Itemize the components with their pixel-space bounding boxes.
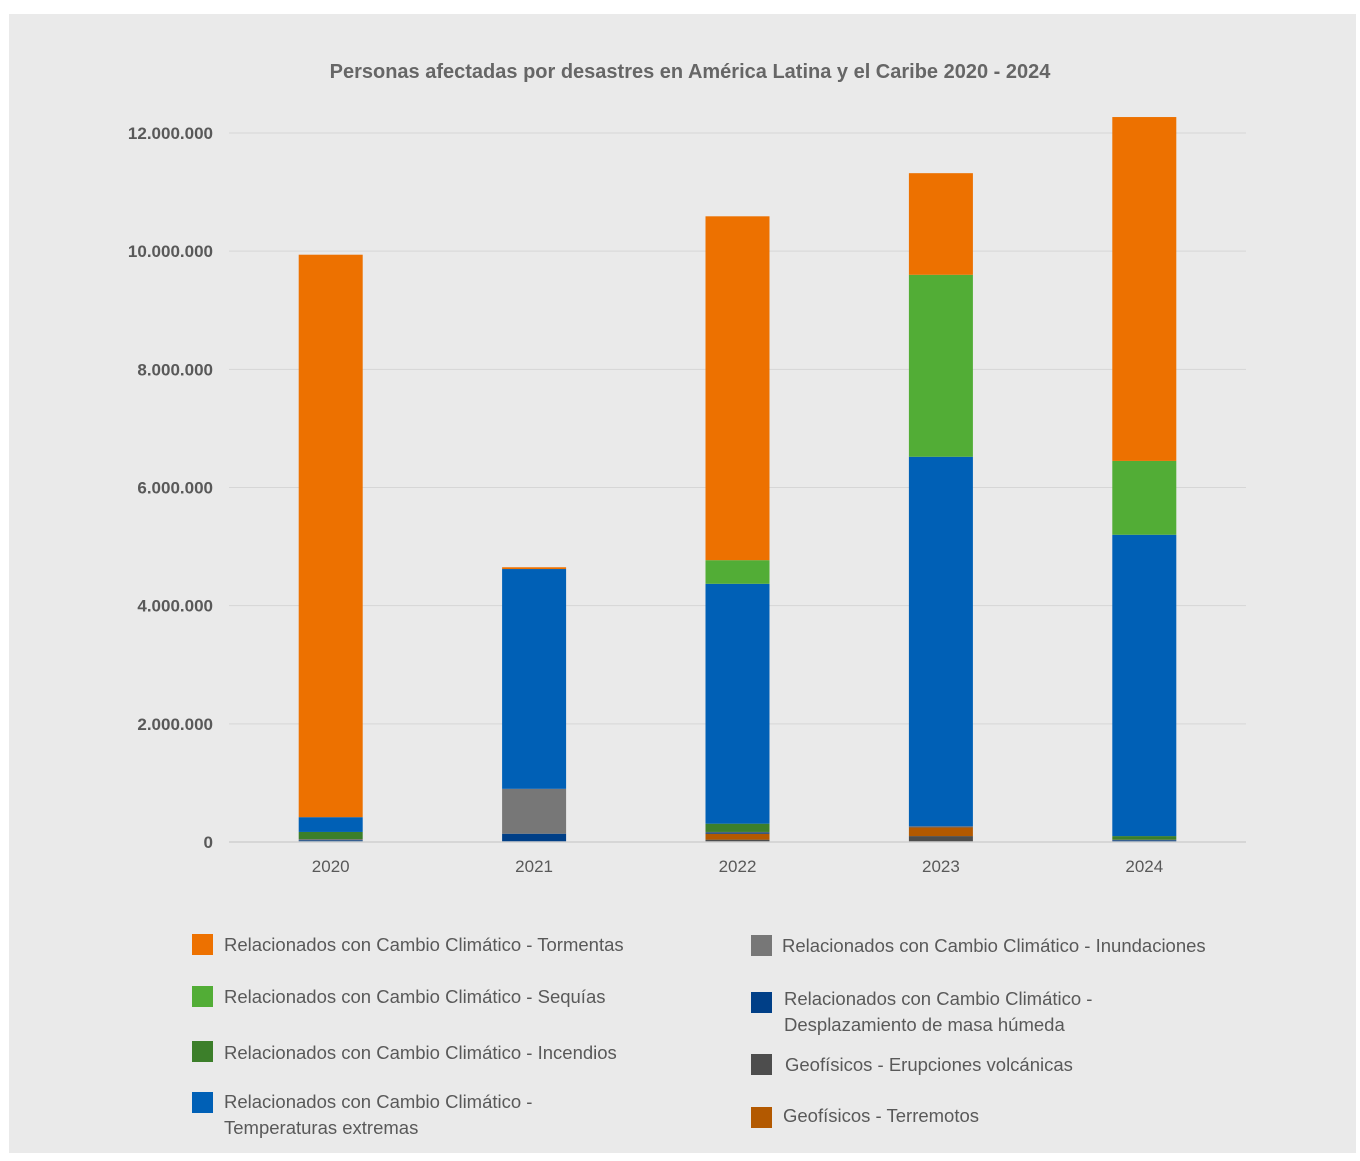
bar-segment	[1112, 840, 1177, 842]
x-tick-label: 2022	[719, 857, 757, 876]
y-tick-label: 6.000.000	[137, 479, 213, 498]
bar-segment	[1112, 117, 1177, 461]
bar-segment	[298, 831, 363, 840]
x-tick-label: 2021	[515, 857, 553, 876]
bar-segment	[705, 832, 770, 834]
bar-segment	[908, 274, 973, 457]
bar-segment	[908, 836, 973, 842]
legend-swatch-terremotos	[751, 1107, 772, 1128]
legend-label-erupciones: Geofísicos - Erupciones volcánicas	[785, 1054, 1073, 1075]
bar-segment	[298, 817, 363, 832]
chart-title: Personas afectadas por desastres en Amér…	[330, 61, 1052, 83]
legend-swatch-tormentas	[192, 934, 213, 955]
y-axis-ticks: 0 2.000.000 4.000.000 6.000.000 8.000.000 10.…	[128, 124, 213, 852]
y-tick-label: 8.000.000	[137, 360, 213, 379]
chart-svg: Personas afectadas por desastres en Amér…	[128, 61, 1246, 1138]
bar-segment	[1112, 460, 1177, 535]
legend-swatch-inundaciones	[751, 935, 772, 956]
bar-segment	[1112, 534, 1177, 837]
bar-segment	[705, 823, 770, 832]
y-tick-label: 4.000.000	[137, 597, 213, 616]
legend-label-temperaturas-line1: Relacionados con Cambio Climático -	[224, 1091, 532, 1112]
legend-label-temperaturas-line2: Temperaturas extremas	[224, 1117, 418, 1138]
legend-swatch-incendios	[192, 1041, 213, 1062]
y-tick-label: 10.000.000	[128, 242, 213, 261]
chart-panel: Personas afectadas por desastres en Amér…	[9, 14, 1356, 1153]
bar-segment	[705, 831, 770, 833]
legend-swatch-temperaturas	[192, 1092, 213, 1113]
bar-segment	[705, 839, 770, 842]
bar-segment	[502, 833, 567, 842]
bar-segment	[502, 788, 567, 834]
legend-label-masa-humeda-line1: Relacionados con Cambio Climático -	[784, 988, 1092, 1009]
legend-label-masa-humeda-line2: Desplazamiento de masa húmeda	[784, 1014, 1065, 1035]
bar-segment	[502, 569, 567, 789]
legend-swatch-masa-humeda	[751, 992, 772, 1013]
bar-segment	[1112, 836, 1177, 840]
y-tick-label: 0	[204, 833, 213, 852]
legend-label-inundaciones: Relacionados con Cambio Climático - Inun…	[782, 935, 1206, 956]
bar-segment	[908, 826, 973, 828]
legend-label-sequias: Relacionados con Cambio Climático - Sequ…	[224, 986, 606, 1007]
bar-segment	[908, 173, 973, 275]
bar-segment	[502, 567, 567, 570]
x-tick-label: 2023	[922, 857, 960, 876]
bar-segment	[1112, 839, 1177, 841]
x-tick-label: 2024	[1125, 857, 1163, 876]
x-axis-ticks: 2020 2021 2022 2023 2024	[312, 857, 1163, 876]
bar-segment	[908, 826, 973, 827]
bar-segment	[705, 560, 770, 584]
bar-segment	[298, 839, 363, 841]
legend-swatch-sequias	[192, 986, 213, 1007]
x-tick-label: 2020	[312, 857, 350, 876]
legend-label-tormentas: Relacionados con Cambio Climático - Torm…	[224, 934, 624, 955]
bar-segment	[705, 833, 770, 840]
bar-segment	[908, 827, 973, 837]
legend-label-incendios: Relacionados con Cambio Climático - Ince…	[224, 1042, 617, 1063]
bar-segment	[298, 840, 363, 842]
legend-label-terremotos: Geofísicos - Terremotos	[783, 1105, 979, 1126]
bar-segment	[705, 216, 770, 561]
y-tick-label: 2.000.000	[137, 715, 213, 734]
legend: Relacionados con Cambio Climático - Torm…	[192, 934, 1206, 1138]
bar-layer	[298, 117, 1177, 842]
legend-swatch-erupciones	[751, 1054, 772, 1075]
bar-segment	[908, 456, 973, 827]
y-tick-label: 12.000.000	[128, 124, 213, 143]
bar-segment	[298, 254, 363, 818]
bar-segment	[705, 583, 770, 824]
